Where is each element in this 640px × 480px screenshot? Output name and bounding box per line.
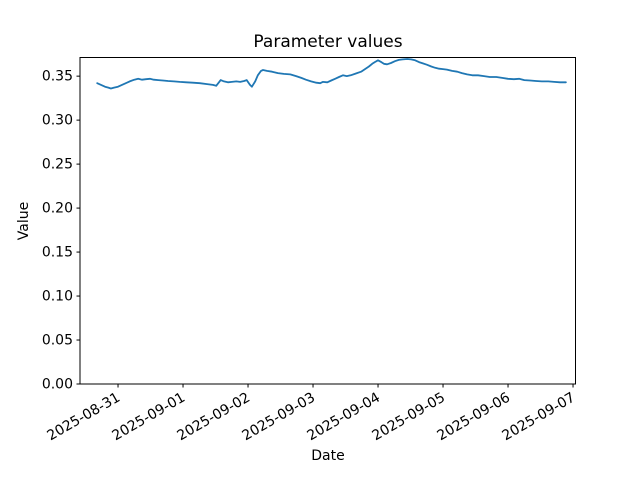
- y-tick-label: 0.15: [42, 245, 73, 261]
- y-tick-label: 0.20: [42, 201, 73, 217]
- x-tick-label: 2025-09-02: [175, 390, 253, 445]
- plot-border: [79, 57, 576, 385]
- x-tick-label: 2025-09-01: [110, 390, 188, 445]
- y-tick-label: 0.10: [42, 289, 73, 305]
- y-tick-label: 0.25: [42, 157, 73, 173]
- x-tick-label: 2025-08-31: [45, 390, 123, 445]
- y-axis-label: Value: [16, 201, 32, 241]
- y-tick-label: 0.05: [42, 333, 73, 349]
- x-tick-label: 2025-09-04: [305, 390, 384, 445]
- x-tick-label: 2025-09-06: [435, 390, 514, 445]
- chart-title: Parameter values: [253, 32, 403, 52]
- y-tick-label: 0.35: [42, 69, 73, 85]
- data-line-parameter-values: [96, 58, 567, 90]
- x-axis-label: Date: [311, 448, 345, 464]
- y-tick-label: 0.30: [42, 113, 73, 129]
- y-tick-label: 0.00: [42, 377, 73, 393]
- x-tick-label: 2025-09-03: [240, 390, 318, 445]
- x-tick-label: 2025-09-07: [500, 390, 578, 445]
- x-tick-label: 2025-09-05: [370, 390, 448, 445]
